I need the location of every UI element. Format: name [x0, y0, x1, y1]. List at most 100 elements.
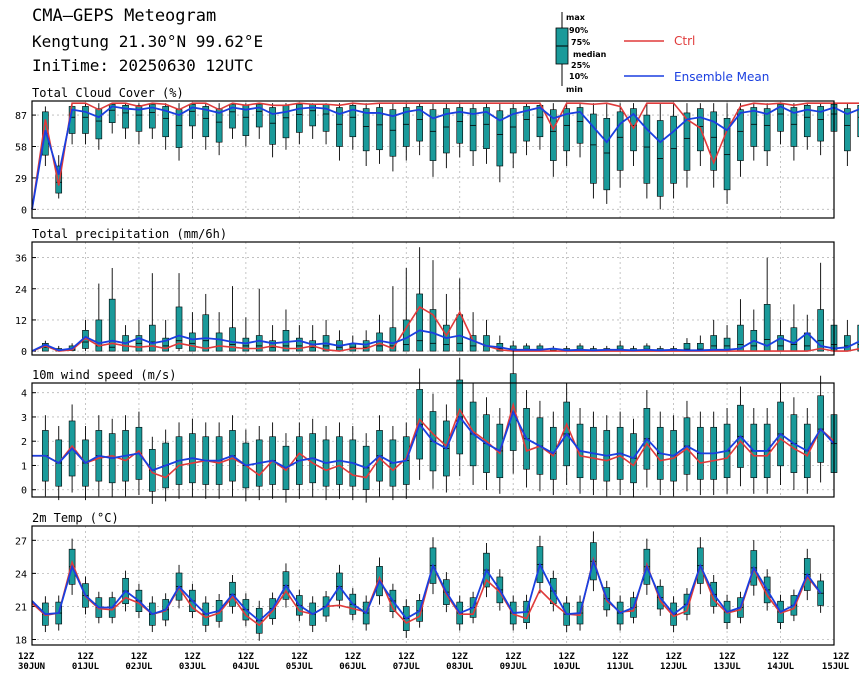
box-body — [229, 327, 236, 352]
box-body — [429, 309, 437, 352]
ctrl-line — [32, 401, 835, 479]
x-tick-hour: 12Z — [18, 652, 35, 662]
y-tick-label: 27 — [15, 536, 27, 547]
ensemble-box — [697, 335, 704, 352]
box-body — [643, 114, 651, 184]
ensemble-box — [269, 325, 276, 352]
ensemble-box — [496, 103, 504, 183]
y-tick-label: 24 — [15, 285, 27, 296]
legend-ctrl-label: Ctrl — [674, 34, 695, 48]
ensemble-box — [202, 103, 210, 150]
ensemble-box — [710, 103, 718, 188]
box-body — [616, 111, 624, 171]
box-body — [416, 106, 423, 142]
box-body — [590, 113, 597, 184]
box-body — [576, 107, 584, 144]
ensemble-box — [122, 325, 129, 352]
box-body — [710, 111, 718, 171]
ensemble-mean-line — [31, 558, 822, 622]
legend-mean-label: Ensemble Mean — [674, 70, 769, 84]
box-body — [162, 337, 169, 352]
ensemble-box — [750, 103, 758, 161]
panel-frame — [31, 382, 835, 498]
ensemble-box — [389, 103, 397, 172]
ensemble-box — [737, 103, 744, 177]
panel-title: 10m wind speed (m/s) — [32, 368, 177, 382]
ensemble-box — [763, 257, 771, 352]
ensemble-box — [777, 103, 784, 145]
initime-label: IniTime: 20250630 12UTC — [32, 56, 254, 75]
box-body — [670, 115, 677, 184]
box-body — [255, 103, 263, 128]
box-body — [229, 103, 236, 129]
y-tick-label: 87 — [15, 111, 27, 122]
y-tick-label: 3 — [21, 413, 27, 424]
ensemble-box — [82, 319, 89, 352]
header: CMA—GEPS Meteogram Kengtung 21.30°N 99.6… — [0, 0, 859, 95]
chart-title: CMA—GEPS Meteogram — [32, 6, 217, 26]
x-tick-date: 06JUL — [339, 662, 367, 672]
box-body — [55, 165, 63, 194]
box-body — [844, 335, 851, 352]
ensemble-box — [456, 278, 464, 352]
ensemble-box — [175, 273, 183, 352]
ensemble-box — [710, 319, 718, 352]
ensemble-box — [229, 286, 236, 352]
box-body — [108, 103, 116, 123]
ensemble-box — [255, 103, 263, 139]
ensemble-box — [536, 103, 544, 150]
y-tick-label: 29 — [15, 174, 27, 185]
ensemble-box — [630, 103, 637, 166]
x-tick-date: 08JUL — [446, 662, 474, 672]
x-tick-date: 01JUL — [72, 662, 100, 672]
box-body — [189, 332, 196, 352]
x-tick-date: 10JUL — [553, 662, 581, 672]
y-tick-label: 2 — [21, 437, 27, 448]
box-body — [108, 298, 116, 352]
box-body — [750, 107, 758, 147]
box-body — [402, 107, 410, 147]
y-tick-label: 12 — [15, 316, 27, 327]
box-body — [362, 340, 370, 352]
box-body — [149, 103, 156, 129]
ensemble-box — [95, 283, 103, 352]
ensemble-box — [429, 260, 437, 352]
x-tick-hour: 12Z — [238, 652, 255, 662]
ensemble-box — [336, 103, 343, 161]
box-body — [202, 314, 210, 352]
panel-3: 2m Temp (°C) 18 21 24 27 — [15, 511, 835, 646]
box-body — [817, 106, 824, 142]
x-tick-date: 11JUL — [607, 662, 635, 672]
box-body — [536, 105, 544, 138]
box-body — [269, 107, 276, 145]
box-body — [523, 106, 530, 142]
legend-boxplot-icon — [555, 12, 569, 86]
x-tick-date: 04JUL — [232, 662, 260, 672]
ensemble-box — [616, 103, 624, 188]
ensemble-box — [95, 103, 103, 150]
ensemble-box — [175, 103, 183, 161]
panel-title: Total precipitation (mm/6h) — [32, 227, 227, 241]
ensemble-box — [336, 330, 343, 352]
panel-1: Total precipitation (mm/6h) 0 12 24 36 — [15, 227, 859, 358]
ensemble-box — [162, 319, 169, 352]
ensemble-box — [242, 317, 250, 352]
ensemble-box — [108, 267, 116, 352]
panel-title: 2m Temp (°C) — [32, 511, 119, 525]
x-tick-hour: 12Z — [719, 652, 736, 662]
box-body — [95, 319, 103, 352]
box-body — [95, 108, 103, 140]
ensemble-box — [683, 103, 691, 188]
x-tick-hour: 12Z — [77, 652, 94, 662]
box-body — [683, 112, 691, 171]
ensemble-box — [202, 293, 210, 352]
box-body — [215, 332, 223, 352]
box-body — [389, 109, 397, 157]
y-tick-label: 0 — [21, 205, 27, 216]
ensemble-box — [590, 103, 597, 199]
x-tick-hour: 12Z — [772, 652, 789, 662]
ensemble-box — [603, 103, 611, 204]
box-body — [737, 109, 744, 161]
box-body — [282, 105, 290, 139]
x-tick-date: 15JUL — [822, 662, 850, 672]
